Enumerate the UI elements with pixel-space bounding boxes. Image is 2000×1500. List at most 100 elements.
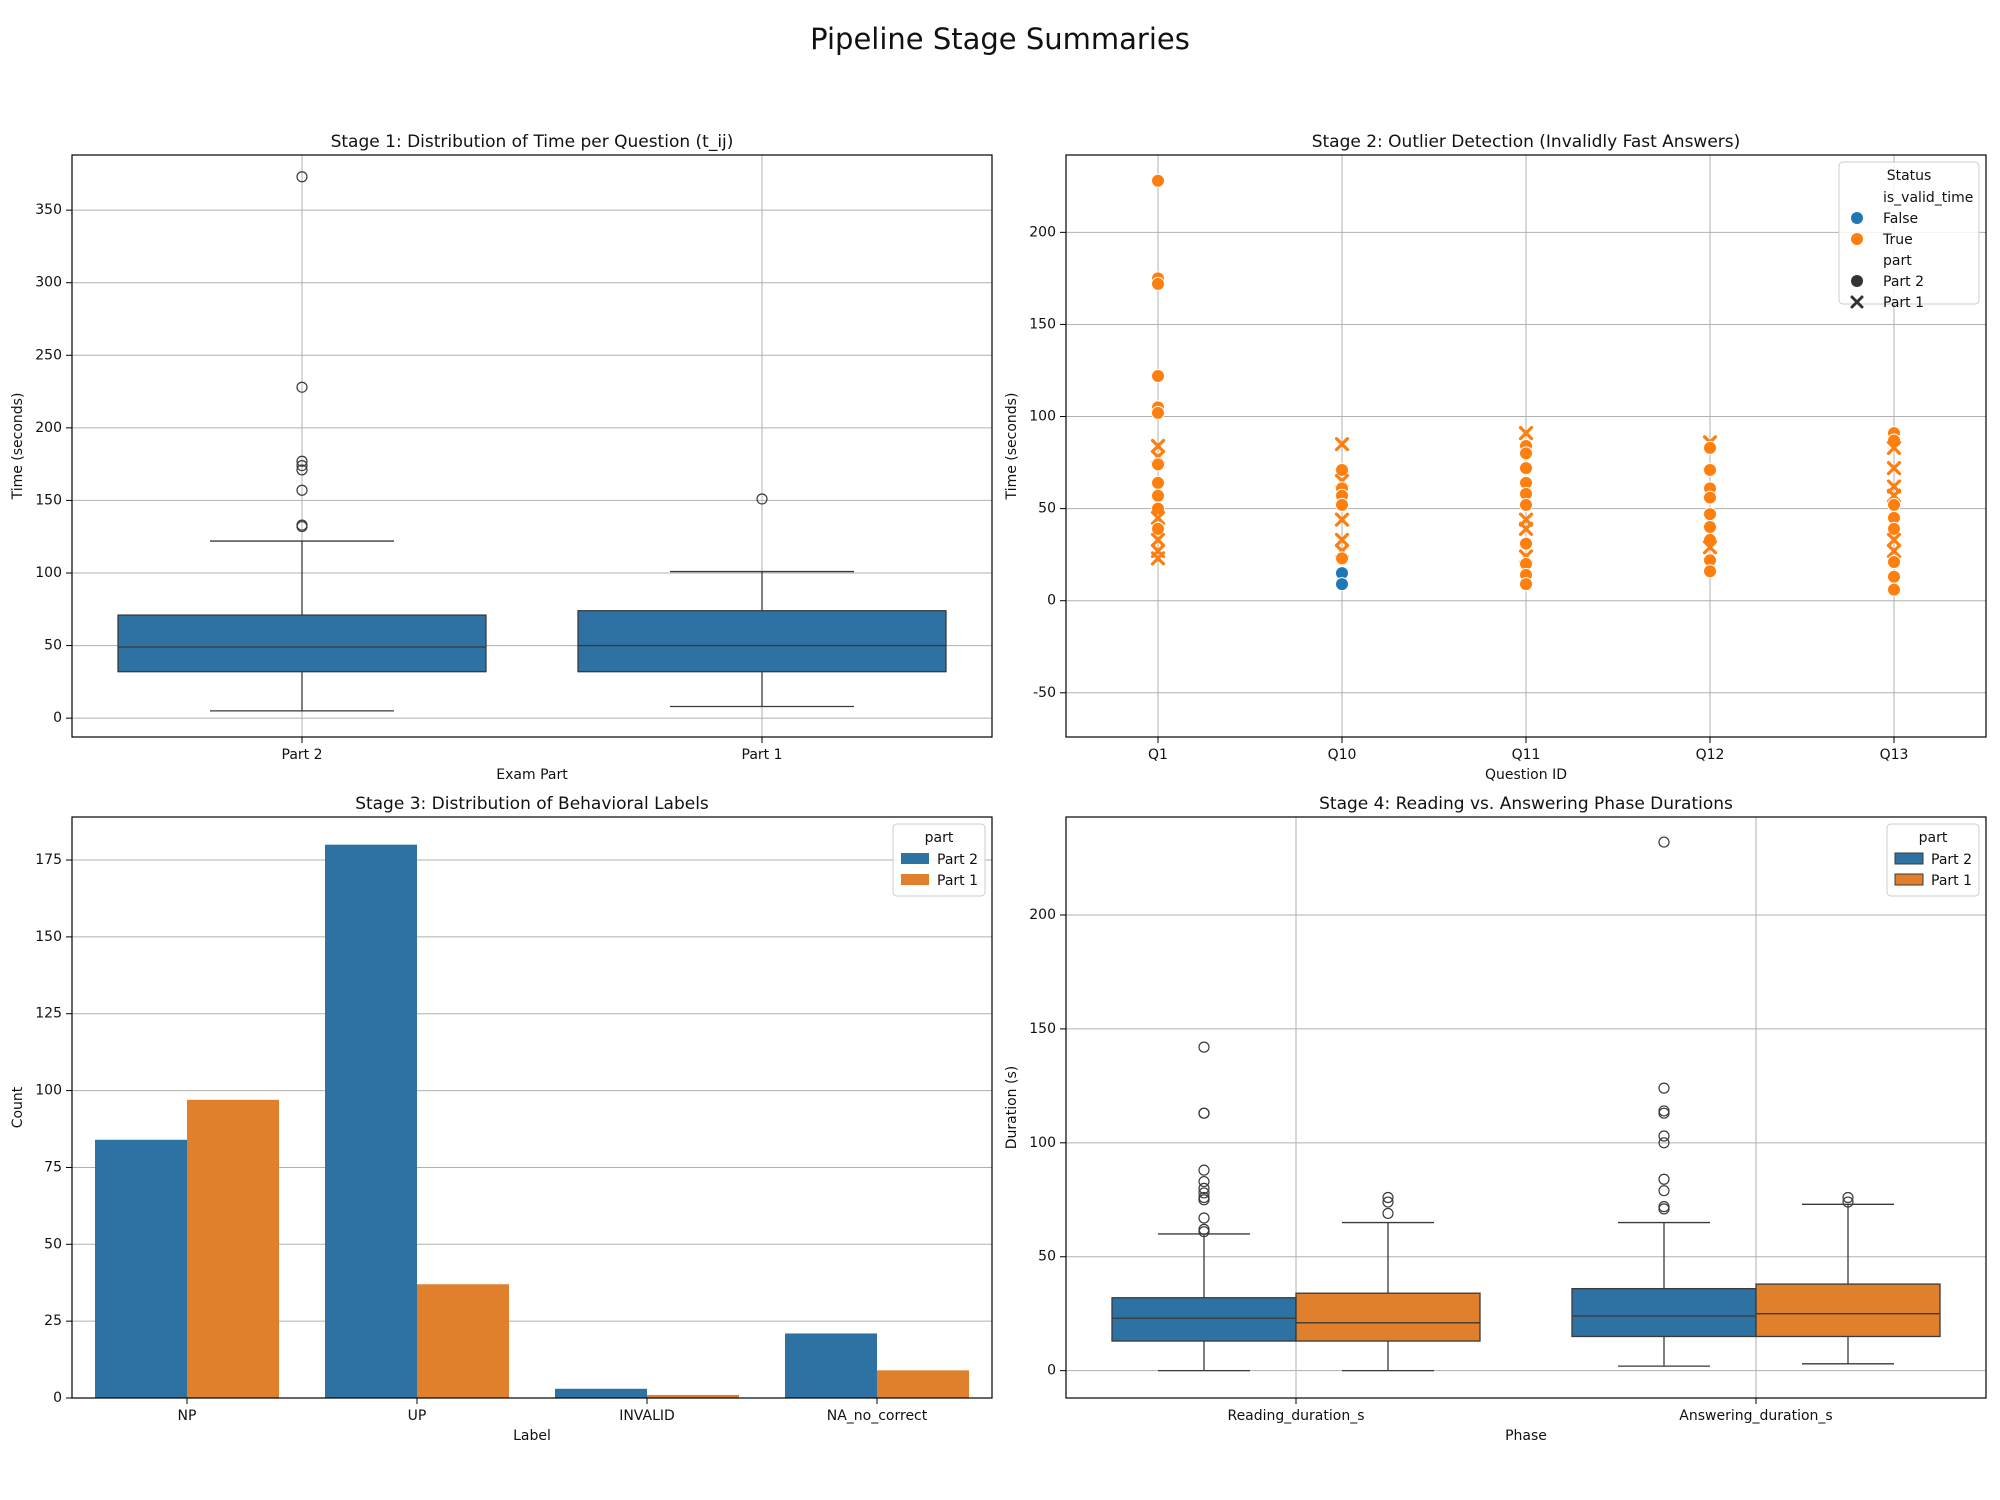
stage2-point-x <box>1518 521 1534 536</box>
stage4-outlier-point <box>1658 1107 1670 1119</box>
stage2-ytick-label: -50 <box>1033 685 1056 701</box>
stage3-bar <box>555 1388 647 1398</box>
stage3-xtick-label: UP <box>408 1408 427 1424</box>
stage2-point-x <box>1150 510 1166 525</box>
stage4-xtick-label: Answering_duration_s <box>1679 1408 1832 1424</box>
stage4-outlier-point <box>1658 1185 1670 1197</box>
stage2-point-circle <box>1151 405 1165 420</box>
stage4-ytick-label: 50 <box>1038 1249 1056 1265</box>
stage4-ytick-label: 0 <box>1047 1363 1056 1379</box>
stage3-legend-title: part <box>925 830 954 846</box>
stage3-legend-swatch <box>901 874 929 885</box>
stage3-bar <box>95 1139 187 1398</box>
stage1-box <box>117 614 487 673</box>
stage2-xtick-label: Q13 <box>1880 747 1909 763</box>
stage2-point-circle <box>1887 582 1901 597</box>
stage2-point-x <box>1886 532 1902 548</box>
figure-title: Pipeline Stage Summaries <box>810 22 1190 56</box>
stage3-xtick-label: NA_no_correct <box>827 1408 928 1424</box>
stage4-outlier-point <box>1658 1201 1670 1213</box>
stage3-axes-frame <box>71 816 993 1399</box>
stage2-point-circle <box>1703 490 1717 505</box>
stage2-point-circle <box>1151 369 1165 384</box>
stage2-ytick-label: 200 <box>1029 224 1056 240</box>
stage4-ytick-label: 100 <box>1029 1135 1056 1151</box>
stage1-axes-frame <box>71 154 993 738</box>
stage3-ytick-label: 125 <box>35 1006 62 1022</box>
stage1-xlabel: Exam Part <box>496 767 568 783</box>
stage2-point-x <box>1334 532 1350 548</box>
stage2-point-circle <box>1151 276 1165 291</box>
stage2-xtick-label: Q12 <box>1696 747 1725 763</box>
stage2-point-circle <box>1887 521 1901 536</box>
stage4-outlier-point <box>1658 1130 1670 1142</box>
stage2-point-circle <box>1887 555 1901 570</box>
stage4-outlier-point <box>1842 1191 1854 1204</box>
stage2-legend-box <box>1838 161 1980 305</box>
stage2-point-circle <box>1703 507 1717 522</box>
stage4-legend-swatch <box>1894 873 1924 886</box>
stage3-legend-swatch <box>901 853 929 864</box>
stage1-ylabel: Time (seconds) <box>10 393 26 501</box>
stage1-ytick-label: 100 <box>35 565 62 581</box>
stage3-ytick-label: 25 <box>44 1313 62 1329</box>
stage4-outlier-point <box>1198 1107 1210 1119</box>
stage1-outlier-point <box>296 464 308 476</box>
stage1-title: Stage 1: Distribution of Time per Questi… <box>331 132 734 152</box>
stage3-ytick-label: 0 <box>53 1390 62 1406</box>
stage4-box <box>1571 1287 1757 1338</box>
stage2-ytick-label: 50 <box>1038 501 1056 517</box>
stage4-outlier-point <box>1198 1041 1210 1053</box>
stage2-point-circle <box>1519 461 1533 476</box>
stage1-ytick-label: 350 <box>35 202 62 218</box>
stage2-point-circle <box>1887 497 1901 512</box>
stage4-title: Stage 4: Reading vs. Answering Phase Dur… <box>1319 794 1733 814</box>
stage1-ytick-label: 250 <box>35 347 62 363</box>
stage2-point-x <box>1702 540 1718 555</box>
stage2-point-circle <box>1335 497 1349 512</box>
stage2-xlabel: Question ID <box>1485 767 1567 783</box>
stage2-point-x <box>1886 461 1902 476</box>
stage4-outlier-point <box>1198 1164 1210 1176</box>
stage3-ytick-label: 150 <box>35 929 62 945</box>
stage4-ytick-label: 150 <box>1029 1021 1056 1037</box>
stage2-xtick-label: Q11 <box>1512 747 1541 763</box>
stage4-legend-label: Part 1 <box>1931 873 1972 889</box>
stage3-legend-label: Part 1 <box>937 873 978 889</box>
stage2-point-circle <box>1519 497 1533 512</box>
stage2-point-x <box>1518 426 1534 441</box>
stage2-legend-label: Part 1 <box>1883 295 1924 311</box>
stage2-ytick-label: 0 <box>1047 593 1056 609</box>
stage2-point-x <box>1334 437 1350 452</box>
stage2-point-circle <box>1703 564 1717 579</box>
stage3-ytick-label: 75 <box>44 1159 62 1175</box>
stage4-outlier-point <box>1658 1082 1670 1094</box>
stage2-point-x <box>1886 543 1902 559</box>
stage4-xtick-label: Reading_duration_s <box>1227 1408 1364 1424</box>
stage2-axes-frame <box>1065 154 1987 738</box>
stage3-ytick-label: 175 <box>35 852 62 868</box>
stage4-legend-label: Part 2 <box>1931 852 1972 868</box>
stage2-xtick-label: Q1 <box>1148 747 1168 763</box>
stage4-outlier-point <box>1658 1203 1670 1215</box>
stage1-outlier-point <box>296 519 308 531</box>
stage1-xtick-label: Part 1 <box>742 747 783 763</box>
stage1-outlier-point <box>296 455 308 467</box>
stage4-outlier-point <box>1198 1191 1210 1204</box>
stage2-point-circle <box>1151 475 1165 490</box>
stage4-box <box>1295 1292 1481 1342</box>
stage2-point-circle <box>1887 569 1901 584</box>
stage2-point-circle <box>1519 446 1533 461</box>
stage2-legend-heading: part <box>1883 253 1912 269</box>
stage1-ytick-label: 200 <box>35 420 62 436</box>
stage1-outlier-point <box>296 381 308 393</box>
stage4-xlabel: Phase <box>1505 1428 1547 1444</box>
stage4-box <box>1111 1297 1297 1342</box>
stage2-point-x <box>1150 532 1166 548</box>
stage2-legend-marker-circle <box>1851 275 1863 287</box>
stage1-outlier-point <box>296 484 308 496</box>
stage4-legend-swatch <box>1894 852 1924 865</box>
stage2-point-circle <box>1703 462 1717 477</box>
stage2-legend-marker-circle <box>1851 233 1863 245</box>
